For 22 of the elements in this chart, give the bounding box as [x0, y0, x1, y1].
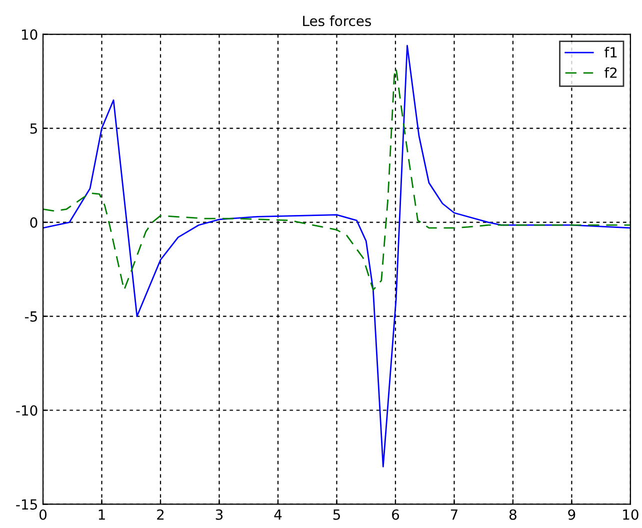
- line-series: [43, 67, 630, 291]
- x-tick-label: 5: [333, 510, 340, 520]
- legend-label: f1: [604, 46, 617, 58]
- line-series: [43, 44, 630, 468]
- chart-title: Les forces: [303, 15, 371, 26]
- x-tick-label: 10: [623, 509, 638, 520]
- x-tick-label: 1: [98, 510, 105, 520]
- x-tick-label: 9: [568, 509, 576, 520]
- y-tick-label: 0: [30, 217, 38, 228]
- x-tick-label: 6: [392, 509, 400, 520]
- x-tick-label: 4: [274, 510, 282, 520]
- y-tick-label: -5: [24, 311, 37, 322]
- y-tick-label: 5: [30, 123, 37, 134]
- x-tick-label: 7: [450, 510, 458, 520]
- x-tick-label: 2: [157, 509, 164, 520]
- y-tick-label: -15: [16, 499, 37, 510]
- x-tick-label: 8: [509, 509, 516, 520]
- x-tick-label: 3: [216, 509, 223, 520]
- legend-label: f2: [604, 67, 617, 78]
- x-tick-label: 0: [40, 509, 47, 520]
- y-tick-label: -10: [16, 405, 38, 416]
- y-tick-label: 10: [22, 29, 38, 40]
